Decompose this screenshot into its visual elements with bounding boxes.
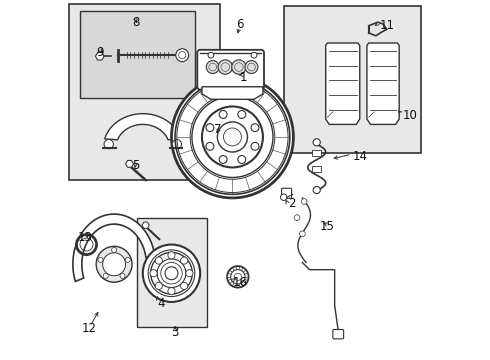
Circle shape bbox=[251, 52, 257, 58]
Text: 8: 8 bbox=[132, 16, 139, 29]
Circle shape bbox=[251, 142, 259, 150]
Polygon shape bbox=[326, 43, 360, 125]
Circle shape bbox=[238, 156, 245, 163]
Circle shape bbox=[143, 244, 200, 302]
Circle shape bbox=[104, 139, 113, 149]
Circle shape bbox=[172, 76, 294, 198]
Text: 9: 9 bbox=[96, 46, 103, 59]
Circle shape bbox=[150, 270, 157, 277]
Circle shape bbox=[227, 266, 248, 288]
Circle shape bbox=[208, 52, 214, 58]
Circle shape bbox=[245, 60, 258, 73]
Circle shape bbox=[251, 124, 259, 131]
Circle shape bbox=[294, 215, 300, 221]
Text: 4: 4 bbox=[157, 297, 165, 310]
Circle shape bbox=[219, 111, 227, 118]
Bar bbox=[285, 6, 421, 153]
Circle shape bbox=[238, 111, 245, 118]
Text: 11: 11 bbox=[379, 19, 394, 32]
Text: 2: 2 bbox=[288, 197, 295, 210]
Circle shape bbox=[313, 186, 320, 194]
Text: 16: 16 bbox=[232, 276, 247, 289]
FancyBboxPatch shape bbox=[333, 329, 343, 339]
Text: 5: 5 bbox=[132, 159, 139, 172]
Circle shape bbox=[301, 199, 307, 204]
Circle shape bbox=[219, 156, 227, 163]
Circle shape bbox=[299, 231, 305, 237]
Circle shape bbox=[218, 122, 247, 152]
Bar bbox=[69, 4, 220, 180]
Text: 3: 3 bbox=[172, 326, 179, 339]
Circle shape bbox=[218, 60, 232, 74]
Text: 1: 1 bbox=[240, 71, 247, 84]
Text: 7: 7 bbox=[214, 123, 221, 136]
Polygon shape bbox=[96, 53, 104, 60]
Polygon shape bbox=[125, 161, 133, 167]
Polygon shape bbox=[73, 214, 155, 282]
Circle shape bbox=[168, 288, 175, 295]
Bar bbox=[137, 218, 207, 327]
Circle shape bbox=[102, 253, 125, 276]
Circle shape bbox=[125, 257, 130, 262]
Circle shape bbox=[206, 142, 214, 150]
Text: 6: 6 bbox=[236, 18, 244, 31]
Bar bbox=[80, 12, 195, 98]
Text: 13: 13 bbox=[78, 231, 93, 244]
Text: 14: 14 bbox=[353, 150, 368, 163]
Text: 10: 10 bbox=[403, 109, 417, 122]
Circle shape bbox=[120, 273, 125, 278]
Circle shape bbox=[112, 247, 117, 252]
Circle shape bbox=[103, 273, 108, 278]
Circle shape bbox=[181, 282, 188, 289]
Text: 12: 12 bbox=[81, 322, 97, 335]
Polygon shape bbox=[202, 87, 263, 99]
Circle shape bbox=[206, 60, 219, 73]
Circle shape bbox=[206, 124, 214, 131]
Circle shape bbox=[98, 257, 103, 262]
Circle shape bbox=[96, 246, 132, 282]
Text: 15: 15 bbox=[320, 220, 335, 233]
Circle shape bbox=[313, 139, 320, 146]
FancyBboxPatch shape bbox=[313, 166, 321, 172]
Circle shape bbox=[280, 194, 287, 201]
Circle shape bbox=[232, 60, 246, 74]
Polygon shape bbox=[367, 43, 399, 125]
Circle shape bbox=[186, 270, 193, 277]
Circle shape bbox=[155, 257, 162, 264]
Circle shape bbox=[176, 49, 189, 62]
Circle shape bbox=[168, 252, 175, 259]
Circle shape bbox=[155, 282, 162, 289]
Circle shape bbox=[181, 257, 188, 264]
FancyBboxPatch shape bbox=[313, 150, 321, 156]
Circle shape bbox=[165, 267, 178, 280]
FancyBboxPatch shape bbox=[282, 188, 292, 198]
Polygon shape bbox=[142, 222, 149, 228]
Circle shape bbox=[172, 139, 181, 149]
FancyBboxPatch shape bbox=[197, 50, 264, 90]
Circle shape bbox=[202, 107, 263, 167]
Polygon shape bbox=[105, 114, 181, 140]
